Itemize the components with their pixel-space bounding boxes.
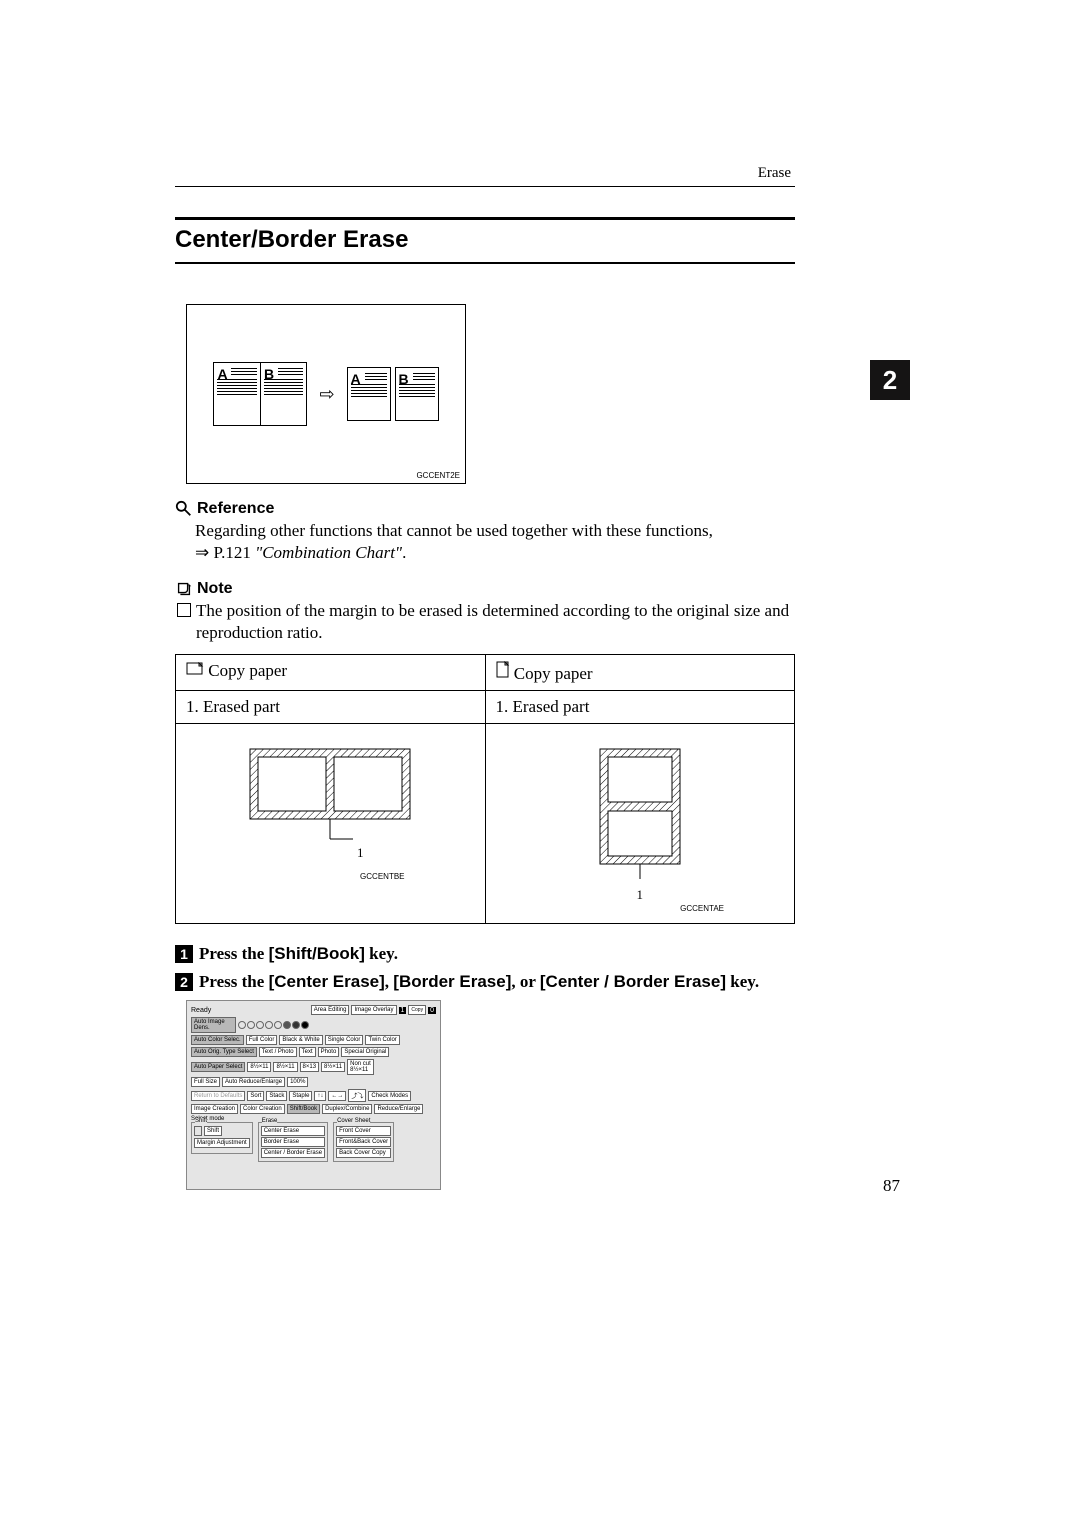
reference-label: Reference	[197, 500, 274, 518]
diagram-code-left: GCCENTBE	[360, 872, 404, 881]
control-panel-screenshot: Ready Area Editing Image Overlay 1 Copy …	[186, 1000, 441, 1190]
reference-text: Regarding other functions that cannot be…	[195, 520, 795, 564]
book-original: A B	[213, 362, 307, 426]
result-b-label: B	[399, 371, 409, 387]
header-label: Erase	[175, 165, 795, 182]
result-a-label: A	[351, 371, 361, 387]
erase-table: Copy paper Copy paper 1. Erased part 1. …	[175, 654, 795, 924]
result-pages: A B	[347, 367, 439, 421]
callout-1-right: 1	[506, 887, 775, 903]
table-copy-paper-landscape: Copy paper	[176, 655, 486, 691]
chapter-tab: 2	[870, 360, 910, 400]
step-1: 1 Press the [Shift/Book] key.	[175, 944, 795, 964]
note-bullet-icon	[177, 603, 191, 617]
diagram-code-right: GCCENTAE	[680, 904, 724, 913]
portrait-sheet-icon	[496, 661, 510, 679]
page-number: 87	[883, 1176, 900, 1196]
note-text: The position of the margin to be erased …	[177, 600, 795, 644]
center-border-erase-key: [Center / Border Erase]	[540, 972, 726, 991]
shift-book-key: [Shift/Book]	[269, 944, 365, 963]
step-2: 2 Press the [Center Erase], [Border Eras…	[175, 972, 795, 992]
page-a-label: A	[217, 366, 227, 382]
title-rule-bottom	[175, 262, 795, 264]
header-rule	[175, 186, 795, 187]
step-number-1: 1	[175, 945, 193, 963]
table-erased-part-right: 1. Erased part	[485, 691, 795, 724]
border-erase-key: [Border Erase]	[393, 972, 511, 991]
center-erase-key: [Center Erase]	[269, 972, 385, 991]
center-border-erase-diagram: A B ⇨ A B GCCENT2E	[186, 304, 466, 484]
diagram-caption: GCCENT2E	[416, 471, 460, 480]
step-number-2: 2	[175, 973, 193, 991]
note-heading: Note	[175, 580, 795, 598]
reference-icon	[175, 500, 193, 518]
table-copy-paper-portrait: Copy paper	[485, 655, 795, 691]
erase-diagram-landscape: 1 GCCENTBE	[176, 724, 486, 924]
reference-heading: Reference	[175, 500, 795, 518]
note-label: Note	[197, 580, 233, 598]
page-b-label: B	[264, 366, 274, 382]
note-icon	[175, 580, 193, 598]
section-title: Center/Border Erase	[175, 220, 795, 262]
table-erased-part-left: 1. Erased part	[176, 691, 486, 724]
landscape-sheet-icon	[186, 662, 204, 676]
erase-diagram-portrait: 1 GCCENTAE	[485, 724, 795, 924]
arrow-icon: ⇨	[319, 384, 334, 405]
